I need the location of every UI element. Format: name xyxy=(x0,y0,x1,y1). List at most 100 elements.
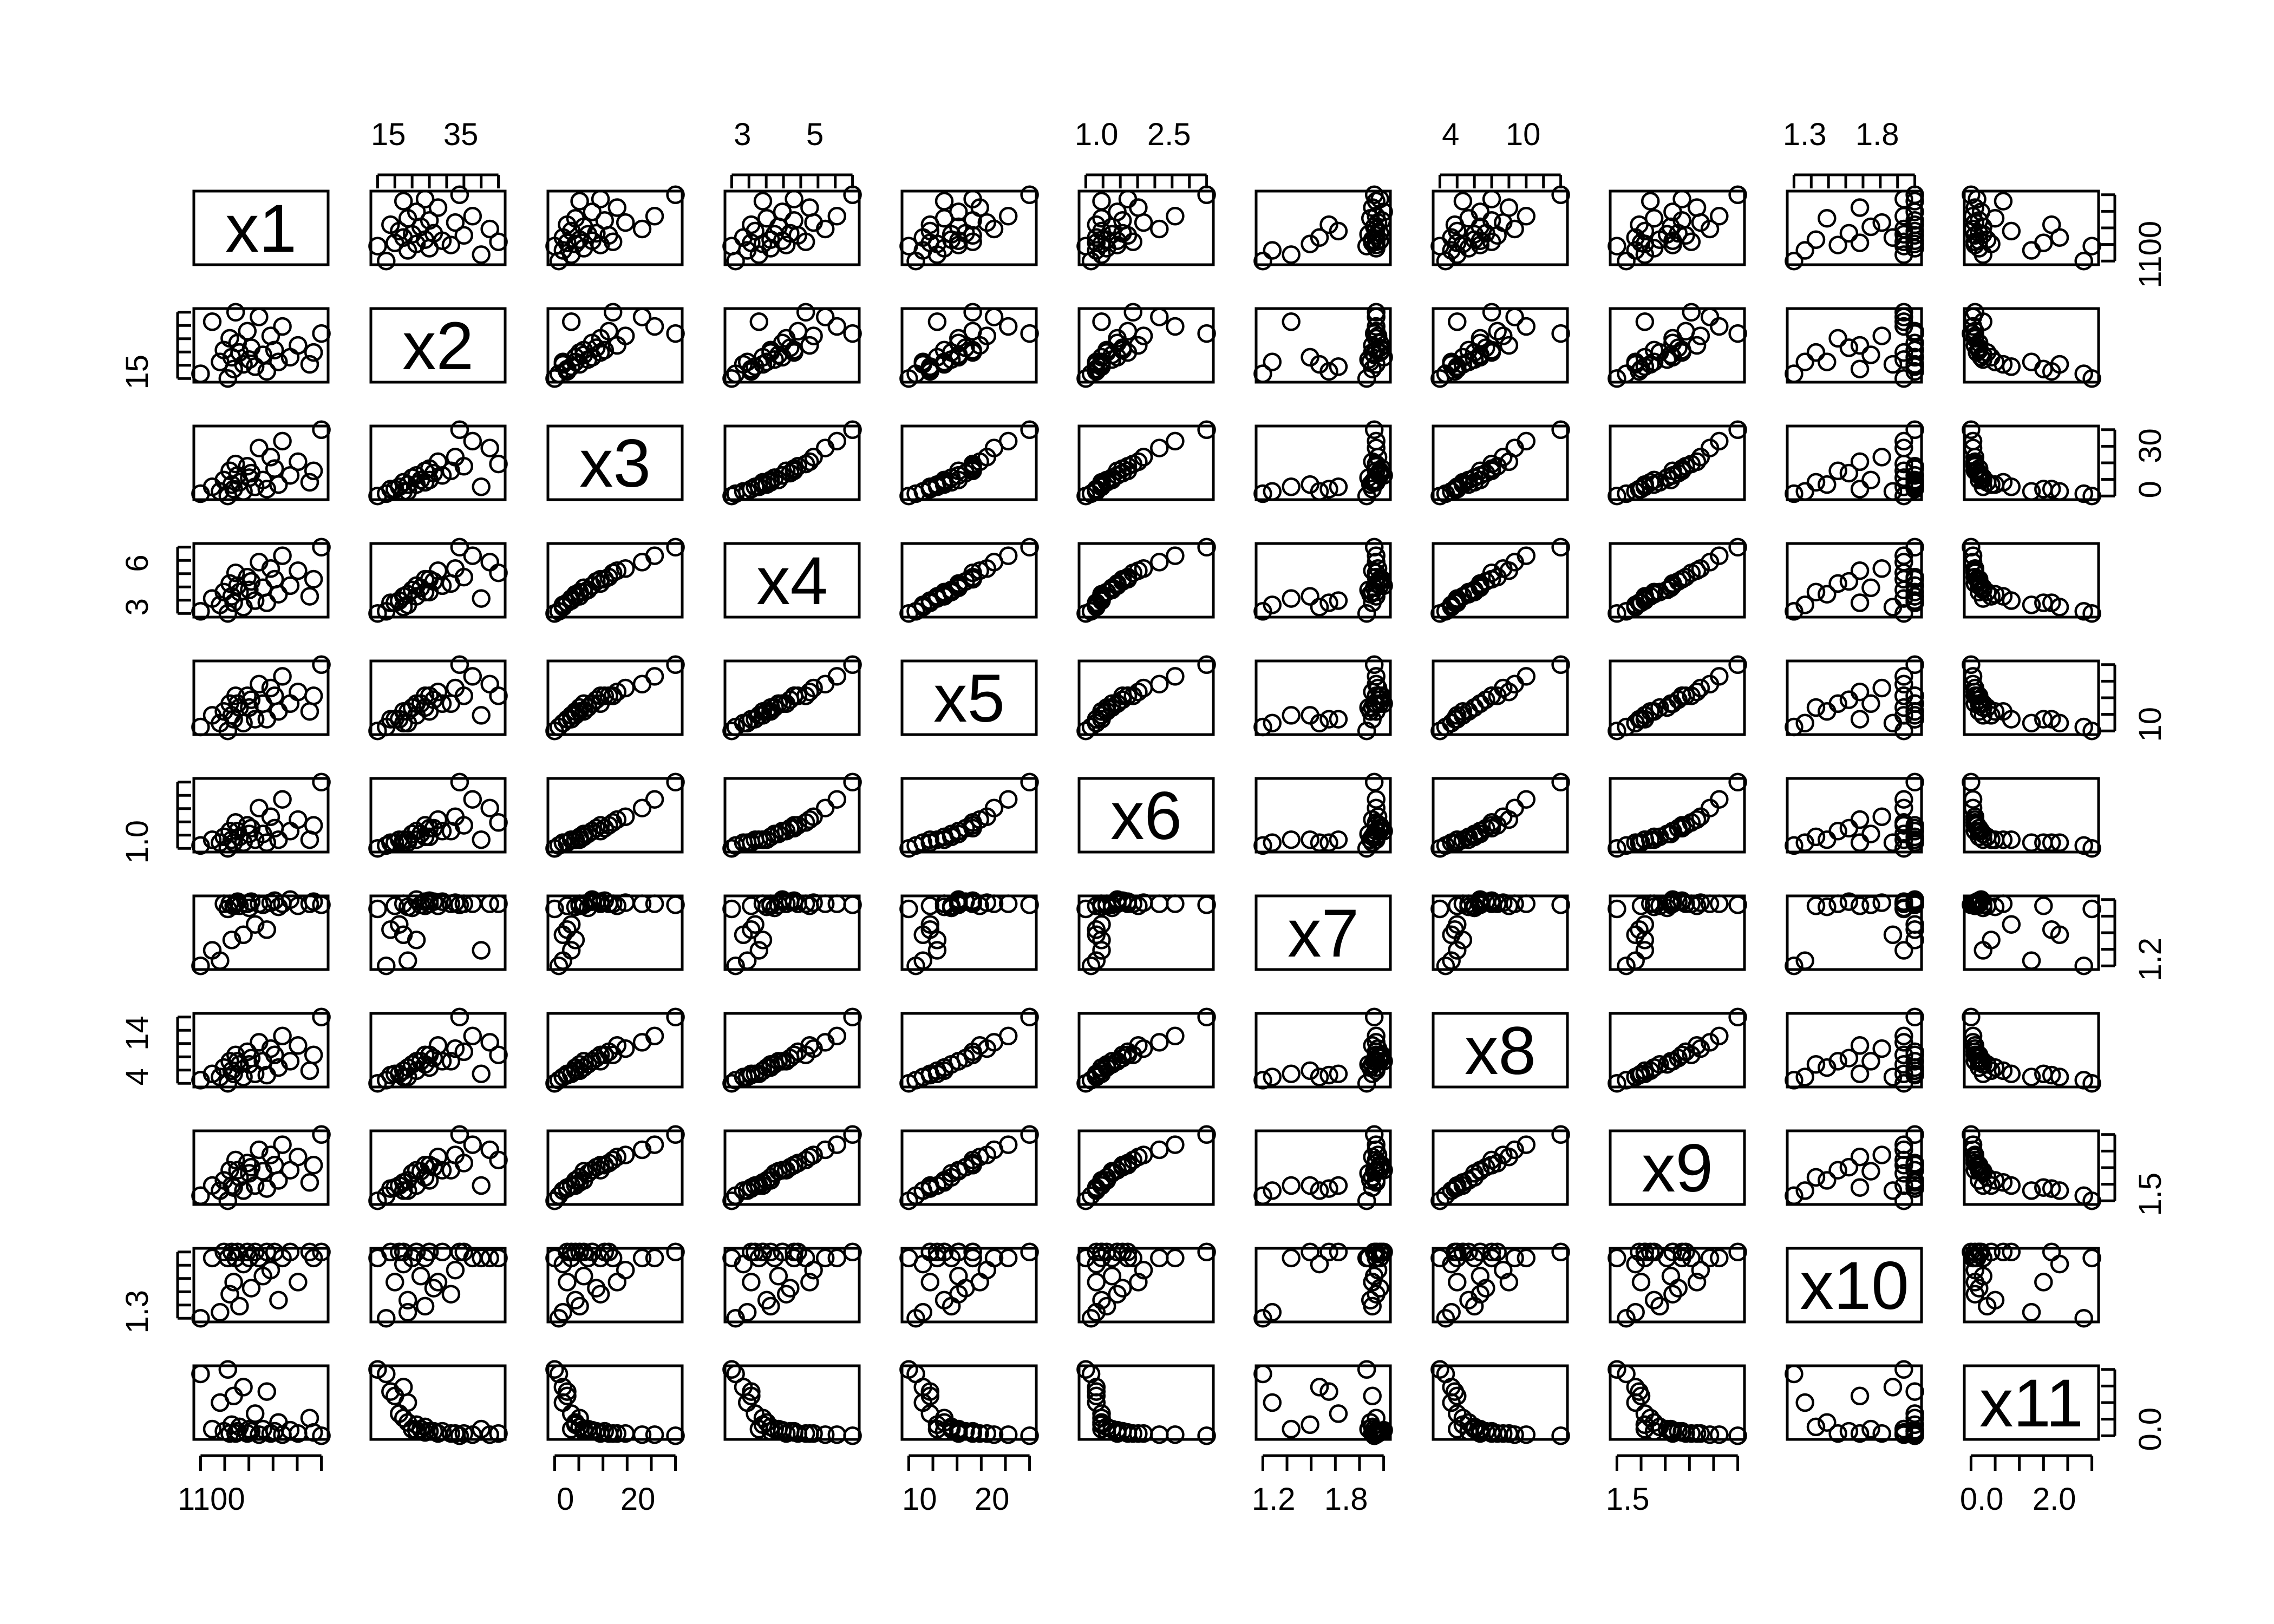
data-point xyxy=(1687,682,1707,702)
data-point xyxy=(1076,1360,1095,1379)
data-point xyxy=(1894,1360,1913,1379)
data-point xyxy=(415,686,435,705)
data-point xyxy=(1672,1248,1691,1268)
panel-frame xyxy=(546,424,684,501)
panel-x2-x1 xyxy=(191,303,331,388)
data-point xyxy=(1282,245,1301,264)
data-point xyxy=(202,312,222,331)
data-point xyxy=(1785,1364,1803,1384)
data-point xyxy=(800,1147,819,1167)
data-point xyxy=(785,461,803,481)
data-point xyxy=(1626,1378,1645,1397)
data-point xyxy=(480,1140,499,1160)
data-point xyxy=(553,713,573,733)
panel-frame xyxy=(1609,1012,1746,1089)
data-point xyxy=(415,816,435,835)
data-point xyxy=(1644,1058,1664,1077)
data-point xyxy=(1872,678,1891,698)
panel-x4-x9 xyxy=(1608,538,1747,623)
panel-frame xyxy=(1254,777,1392,854)
data-point xyxy=(441,1052,461,1071)
data-point xyxy=(1965,198,1985,217)
data-point xyxy=(1818,1413,1837,1432)
panel-x6-x3 xyxy=(545,772,685,858)
data-point xyxy=(1263,595,1282,614)
data-point xyxy=(737,951,757,970)
data-point xyxy=(963,816,982,835)
data-point xyxy=(230,1296,249,1316)
data-point xyxy=(441,1285,461,1304)
data-point xyxy=(222,931,241,949)
data-point xyxy=(1367,1026,1386,1046)
data-point xyxy=(549,956,568,975)
data-point xyxy=(1118,1156,1138,1175)
data-point xyxy=(570,355,589,374)
panel-x4-x2 xyxy=(368,538,508,623)
data-point xyxy=(1282,1064,1301,1083)
data-point xyxy=(1370,189,1389,208)
data-point xyxy=(1608,1360,1626,1379)
panel-frame xyxy=(369,307,507,384)
data-point xyxy=(1785,1186,1803,1206)
panel-frame xyxy=(900,424,1038,501)
data-point xyxy=(1795,713,1814,733)
data-point xyxy=(245,915,265,934)
data-point xyxy=(1118,1045,1138,1064)
data-point xyxy=(1263,1393,1282,1412)
data-point xyxy=(415,569,435,589)
data-point xyxy=(1482,569,1501,589)
data-point xyxy=(1905,915,1924,934)
panel-frame xyxy=(1786,777,1923,854)
data-point xyxy=(1962,1007,1981,1027)
data-point xyxy=(616,807,635,826)
panel-frame xyxy=(1254,1364,1392,1441)
panel-frame xyxy=(1786,1247,1923,1324)
data-point xyxy=(998,317,1018,336)
data-point xyxy=(1108,1052,1127,1071)
data-point xyxy=(1517,207,1536,226)
data-point xyxy=(312,324,331,343)
data-point xyxy=(489,813,508,832)
data-point xyxy=(899,899,918,919)
data-point xyxy=(1828,694,1847,713)
data-point xyxy=(1663,348,1682,367)
data-point xyxy=(312,1125,331,1144)
data-point xyxy=(1253,1308,1272,1328)
data-point xyxy=(1092,702,1111,721)
data-point xyxy=(1372,211,1391,230)
data-point xyxy=(785,1156,803,1175)
data-point xyxy=(289,452,308,472)
data-point xyxy=(1672,343,1691,362)
data-point xyxy=(1905,587,1924,606)
data-point xyxy=(920,896,940,915)
data-point xyxy=(402,698,422,717)
data-point xyxy=(1963,438,1983,457)
data-point xyxy=(753,192,773,211)
panel-frame xyxy=(192,777,330,854)
tick-label: 20 xyxy=(975,1482,1010,1517)
panel-x3-x1 xyxy=(191,420,331,506)
data-point xyxy=(257,362,277,381)
panel-x6-x2 xyxy=(368,772,508,858)
panel-frame xyxy=(1077,307,1215,384)
data-point xyxy=(1850,833,1870,852)
panel-frame xyxy=(1432,1364,1569,1441)
data-point xyxy=(1608,899,1626,919)
data-point xyxy=(1253,1071,1272,1090)
data-point xyxy=(1310,598,1329,617)
data-point xyxy=(1872,1424,1891,1443)
data-point xyxy=(202,830,222,849)
panel-x8-x11 xyxy=(1962,1007,2101,1093)
data-point xyxy=(746,915,764,934)
data-point xyxy=(1894,312,1913,331)
data-point xyxy=(1883,228,1903,247)
panel-x3-x2 xyxy=(368,420,508,506)
data-point xyxy=(1020,185,1039,205)
panel-frame xyxy=(1609,424,1746,501)
data-point xyxy=(1367,1173,1386,1192)
data-point xyxy=(1150,219,1169,239)
data-point xyxy=(1641,894,1660,913)
data-point xyxy=(1097,698,1116,717)
data-point xyxy=(998,790,1018,809)
data-point xyxy=(1020,1426,1039,1445)
